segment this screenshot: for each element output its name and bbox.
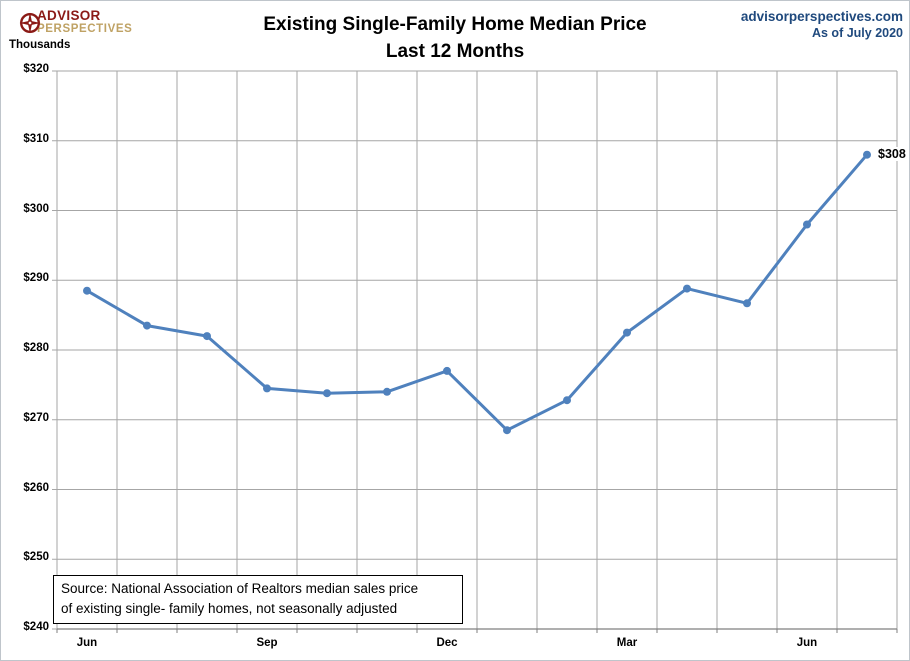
x-axis-label: Jun xyxy=(76,637,98,649)
y-axis-label: $260 xyxy=(23,481,49,494)
data-point-marker xyxy=(563,396,571,405)
source-note-line1: Source: National Association of Realtors… xyxy=(61,581,419,596)
data-point-marker xyxy=(743,299,751,308)
attribution-block: advisorperspectives.com As of July 2020 xyxy=(741,9,903,41)
data-point-marker xyxy=(263,384,271,393)
y-axis-unit-label: Thousands xyxy=(9,39,71,51)
x-axis-label: Sep xyxy=(256,637,278,649)
source-note-box: Source: National Association of Realtors… xyxy=(53,575,463,624)
y-axis-label: $270 xyxy=(23,411,49,424)
y-axis-label: $280 xyxy=(23,342,49,354)
y-axis-label: $300 xyxy=(23,202,49,215)
data-point-marker xyxy=(83,286,91,295)
x-axis-label: Dec xyxy=(436,637,458,649)
compass-rose-icon xyxy=(19,12,41,34)
y-axis-label: $240 xyxy=(23,621,49,633)
chart-title-line1: Existing Single-Family Home Median Price xyxy=(263,14,647,35)
data-point-marker xyxy=(203,332,211,341)
y-axis-label: $290 xyxy=(23,272,49,285)
data-point-marker xyxy=(323,389,331,398)
data-point-marker xyxy=(143,321,151,330)
website-link[interactable]: advisorperspectives.com xyxy=(740,9,903,24)
data-point-marker xyxy=(443,366,451,375)
brand-name-bottom: PERSPECTIVES xyxy=(37,22,133,35)
chart-title-line2: Last 12 Months xyxy=(385,41,525,62)
y-axis-label: $320 xyxy=(23,63,49,75)
brand-name: ADVISOR PERSPECTIVES xyxy=(37,9,132,35)
chart-title: Existing Single-Family Home Median Price… xyxy=(1,11,909,65)
brand-name-top: ADVISOR xyxy=(37,8,101,23)
data-point-marker xyxy=(623,328,631,337)
data-point-marker xyxy=(503,426,511,435)
x-axis-label: Mar xyxy=(616,637,638,649)
data-point-marker xyxy=(863,150,871,159)
last-point-data-label: $308 xyxy=(876,147,908,161)
source-note-line2: of existing single- family homes, not se… xyxy=(61,601,398,616)
data-point-marker xyxy=(383,387,391,396)
data-point-marker xyxy=(683,284,691,293)
median-price-series-line xyxy=(85,153,869,432)
data-point-marker xyxy=(803,220,811,229)
y-axis-label: $250 xyxy=(23,551,49,564)
x-axis-label: Jun xyxy=(796,637,818,649)
y-axis-label: $310 xyxy=(23,132,49,145)
as-of-date: As of July 2020 xyxy=(811,26,903,40)
brand-logo: ADVISOR PERSPECTIVES xyxy=(19,9,132,35)
